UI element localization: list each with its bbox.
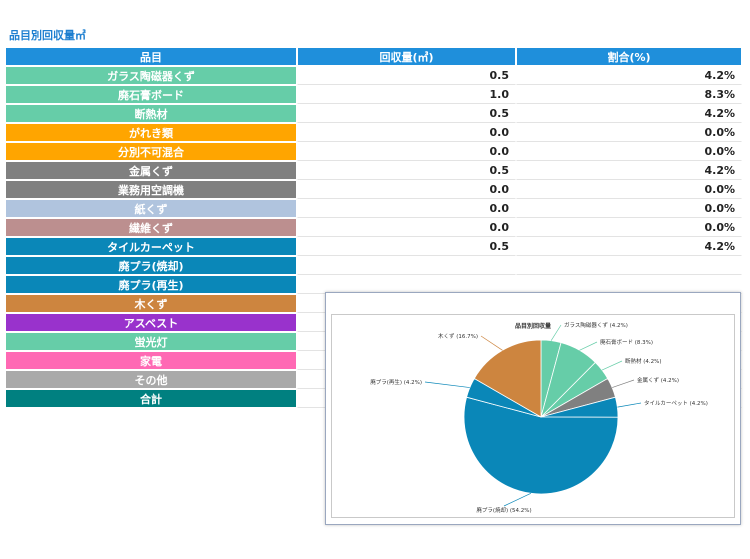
- row-ratio: [516, 256, 742, 275]
- row-amount: 0.5: [297, 161, 516, 180]
- row-amount: 0.0: [297, 142, 516, 161]
- row-amount: 0.0: [297, 199, 516, 218]
- row-item-label: 断熱材: [5, 104, 297, 123]
- pie-slice[interactable]: [463, 396, 619, 495]
- row-ratio: 4.2%: [516, 104, 742, 123]
- row-amount: 0.0: [297, 218, 516, 237]
- row-item-label: 木くず: [5, 294, 297, 313]
- row-amount: 0.0: [297, 123, 516, 142]
- row-ratio: 4.2%: [516, 237, 742, 256]
- row-ratio: 0.0%: [516, 142, 742, 161]
- row-amount: 0.5: [297, 104, 516, 123]
- row-item-label: 廃石膏ボード: [5, 85, 297, 104]
- row-ratio: 0.0%: [516, 180, 742, 199]
- row-ratio: 0.0%: [516, 218, 742, 237]
- row-item-label: 分別不可混合: [5, 142, 297, 161]
- table-row: 廃プラ(焼却): [5, 256, 742, 275]
- pie-label: ガラス陶磁器くず (4.2%): [564, 321, 628, 329]
- row-item-label: 紙くず: [5, 199, 297, 218]
- chart-area: 品目別回収量 ガラス陶磁器くず (4.2%) 廃石膏ボード (8.3%) 断熱材 (…: [331, 314, 735, 518]
- row-item-label: アスベスト: [5, 313, 297, 332]
- pie-leader-line: [480, 335, 503, 351]
- row-item-label: 廃プラ(焼却): [5, 256, 297, 275]
- pie-label: タイルカーペット (4.2%): [644, 399, 708, 407]
- table-row: 金属くず 0.5 4.2%: [5, 161, 742, 180]
- header-amount: 回収量(㎥): [297, 47, 516, 66]
- pie-label: 金属くず (4.2%): [637, 376, 679, 384]
- chart-title: 品目別回収量: [514, 323, 551, 330]
- header-item: 品目: [5, 47, 297, 66]
- pie-leader-line: [612, 379, 635, 388]
- section-title: 品目別回収量㎥: [9, 29, 86, 42]
- pie-label: 木くず (16.7%): [438, 332, 478, 340]
- row-amount: [297, 256, 516, 275]
- table-row: 断熱材 0.5 4.2%: [5, 104, 742, 123]
- pie-label: 断熱材 (4.2%): [625, 357, 662, 365]
- table-row: がれき類 0.0 0.0%: [5, 123, 742, 142]
- pie-leader-line: [503, 493, 532, 507]
- row-ratio: 0.0%: [516, 123, 742, 142]
- pie-leader-line: [579, 341, 598, 351]
- row-ratio: 0.0%: [516, 199, 742, 218]
- pie-label: 廃プラ(再生) (4.2%): [370, 378, 422, 386]
- row-item-label: その他: [5, 370, 297, 389]
- row-ratio: 4.2%: [516, 161, 742, 180]
- row-amount: 0.5: [297, 66, 516, 85]
- row-item-label: 業務用空調機: [5, 180, 297, 199]
- pie-label: 廃プラ(焼却) (54.2%): [476, 506, 531, 514]
- row-amount: 0.0: [297, 180, 516, 199]
- row-item-label: ガラス陶磁器くず: [5, 66, 297, 85]
- pie-leader-line: [601, 360, 623, 371]
- header-ratio: 割合(%): [516, 47, 742, 66]
- table-row: 分別不可混合 0.0 0.0%: [5, 142, 742, 161]
- table-row: 廃プラ(再生): [5, 275, 742, 294]
- pie-leader-line: [550, 324, 562, 341]
- row-item-label: 廃プラ(再生): [5, 275, 297, 294]
- table-row: 繊維くず 0.0 0.0%: [5, 218, 742, 237]
- chart-popup[interactable]: 品目別回収量 ガラス陶磁器くず (4.2%) 廃石膏ボード (8.3%) 断熱材 (…: [325, 292, 741, 525]
- table-row: 業務用空調機 0.0 0.0%: [5, 180, 742, 199]
- pie-chart: ガラス陶磁器くず (4.2%) 廃石膏ボード (8.3%) 断熱材 (4.2%) 金属…: [370, 321, 708, 514]
- table-row: 廃石膏ボード 1.0 8.3%: [5, 85, 742, 104]
- table-row: タイルカーペット 0.5 4.2%: [5, 237, 742, 256]
- row-amount: 0.5: [297, 237, 516, 256]
- row-item-label: 繊維くず: [5, 218, 297, 237]
- row-item-label: 合計: [5, 389, 297, 408]
- row-ratio: 8.3%: [516, 85, 742, 104]
- row-item-label: 家電: [5, 351, 297, 370]
- row-item-label: 金属くず: [5, 161, 297, 180]
- table-header-row: 品目 回収量(㎥) 割合(%): [5, 47, 742, 66]
- pie-leader-line: [617, 402, 642, 408]
- row-item-label: 蛍光灯: [5, 332, 297, 351]
- row-amount: 1.0: [297, 85, 516, 104]
- pie-label: 廃石膏ボード (8.3%): [600, 338, 653, 346]
- row-ratio: 4.2%: [516, 66, 742, 85]
- table-row: 紙くず 0.0 0.0%: [5, 199, 742, 218]
- table-row: ガラス陶磁器くず 0.5 4.2%: [5, 66, 742, 85]
- pie-leader-line: [424, 381, 470, 388]
- row-item-label: がれき類: [5, 123, 297, 142]
- table-row: 蛍光灯: [5, 332, 742, 351]
- row-item-label: タイルカーペット: [5, 237, 297, 256]
